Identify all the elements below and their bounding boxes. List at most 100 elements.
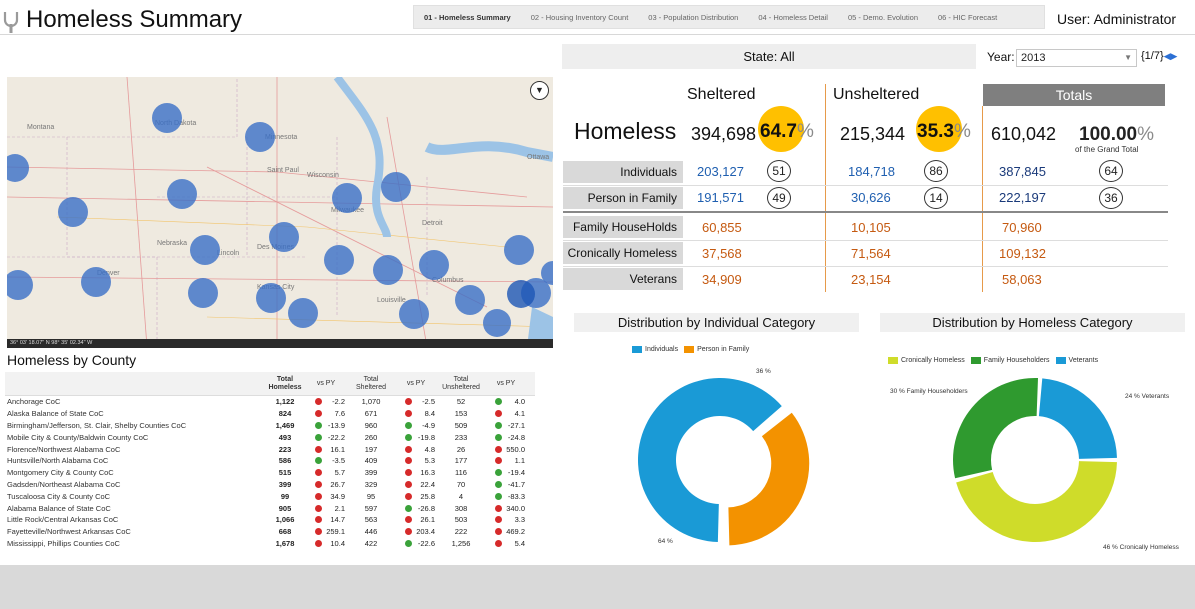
donut-slice-veterants[interactable] [1038, 378, 1117, 459]
table-row[interactable]: Fayetteville/Northwest Arkansas CoC 668 25… [5, 526, 535, 538]
total-unsheltered: 233 [454, 432, 468, 442]
user-label[interactable]: User: Administrator [1057, 11, 1177, 27]
pager[interactable]: {1/7}◀▶ [1141, 50, 1177, 62]
total-unsheltered: 177 [454, 456, 468, 466]
table-row[interactable]: Gadsden/Northeast Alabama CoC 399 26.7 329 2… [5, 479, 535, 491]
map-label-columbus: Columbus [432, 277, 464, 284]
total-sheltered: 409 [364, 456, 378, 466]
header-vs-py-3[interactable]: vs PY [496, 379, 516, 387]
donut-slice-individuals[interactable] [638, 378, 782, 542]
county-table[interactable]: Total Homeless vs PY Total Sheltered vs … [5, 372, 535, 564]
total-unsheltered: 509 [454, 420, 468, 430]
status-dot-icon [315, 516, 322, 524]
map-options-icon[interactable]: ▼ [530, 81, 549, 100]
tab-housing-inventory[interactable]: 02 - Housing Inventory Count [530, 12, 629, 22]
grand-pct: 100.00% [1079, 124, 1155, 145]
chevron-down-icon: ▼ [1124, 53, 1132, 62]
tab-homeless-summary[interactable]: 01 - Homeless Summary [424, 12, 511, 22]
tab-population-distribution[interactable]: 03 - Population Distribution [648, 12, 739, 22]
vs-py-unsheltered: 550.0 [483, 445, 529, 454]
row-divider [563, 185, 1168, 186]
status-dot-icon [495, 504, 502, 512]
total-homeless: 99 [280, 491, 290, 501]
vs-py-sheltered: 203.4 [393, 527, 439, 536]
table-row[interactable]: Tuscaloosa City & County CoC 99 34.9 95 25.8… [5, 490, 535, 502]
map-label-saint-paul: Saint Paul [267, 167, 299, 174]
table-row[interactable]: Mississippi, Phillips Counties CoC 1,678 1… [5, 538, 535, 550]
donut-slice-family-householders[interactable] [953, 378, 1039, 479]
status-dot-icon [495, 410, 502, 418]
vs-py-homeless: -3.5 [303, 456, 349, 465]
county-name: Birmingham/Jefferson, St. Clair, Shelby … [7, 420, 187, 430]
vs-py-homeless: 34.9 [303, 492, 349, 501]
map-label-louisville: Louisville [377, 297, 406, 304]
map-label-montana: Montana [27, 124, 54, 131]
legend-chronically-homeless: Cronically Homeless [901, 357, 965, 364]
total-homeless: 515 [278, 468, 292, 478]
table-row[interactable]: Florence/Northwest Alabama CoC 223 16.1 197… [5, 443, 535, 455]
map-label-denver: Denver [97, 270, 120, 277]
header-vs-py-1[interactable]: vs PY [316, 379, 336, 387]
households-sheltered: 60,855 [702, 220, 742, 235]
status-dot-icon [405, 504, 412, 512]
header-vs-py-2[interactable]: vs PY [406, 379, 426, 387]
status-dot-icon [405, 398, 412, 406]
vs-py-homeless: -13.9 [303, 421, 349, 430]
tab-demo-evolution[interactable]: 05 - Demo. Evolution [847, 12, 918, 22]
status-dot-icon [315, 398, 322, 406]
status-dot-icon [495, 528, 502, 536]
year-select[interactable]: 2013 ▼ [1016, 49, 1137, 67]
table-row[interactable]: Little Rock/Central Arkansas CoC 1,066 14.… [5, 514, 535, 526]
donut-slice-person-in-family[interactable] [728, 412, 810, 546]
total-sheltered: 597 [364, 503, 378, 513]
total-sheltered: 671 [364, 409, 378, 419]
map-label-detroit: Detroit [422, 220, 443, 227]
status-dot-icon [405, 445, 412, 453]
vs-py-sheltered: -26.8 [393, 504, 439, 513]
status-dot-icon [315, 528, 322, 536]
map-label-minnesota: Minnesota [265, 134, 297, 141]
vs-py-unsheltered: 4.0 [483, 397, 529, 406]
county-name: Alaska Balance of State CoC [7, 409, 104, 419]
vs-py-unsheltered: -19.4 [483, 468, 529, 477]
table-row[interactable]: Huntsville/North Alabama CoC 586 -3.5 409 5.… [5, 455, 535, 467]
county-name: Tuscaloosa City & County CoC [7, 491, 111, 501]
table-row[interactable]: Alaska Balance of State CoC 824 7.6 671 8.4 1… [5, 408, 535, 420]
pager-label: {1/7} [1141, 50, 1164, 62]
table-row[interactable]: Montgomery City & County CoC 515 5.7 399 16.… [5, 467, 535, 479]
total-sheltered: 1,070 [361, 397, 381, 407]
vs-py-homeless: 10.4 [303, 539, 349, 548]
header-name [5, 372, 267, 395]
vs-py-sheltered: 8.4 [393, 409, 439, 418]
tab-homeless-detail[interactable]: 04 - Homeless Detail [758, 12, 828, 22]
status-dot-icon [495, 457, 502, 465]
map-coordinates: 36° 03' 18.07" N 98° 35' 02.34" W [7, 339, 553, 348]
donut-slice-cronically-homeless[interactable] [956, 461, 1117, 542]
tab-hic-forecast[interactable]: 06 - HIC Forecast [938, 12, 998, 22]
total-sheltered: 960 [364, 420, 378, 430]
state-filter[interactable]: State: All [562, 44, 976, 69]
total-unsheltered: 308 [454, 503, 468, 513]
status-dot-icon [495, 492, 502, 500]
header-total-homeless[interactable]: Total Homeless [268, 375, 302, 391]
vs-py-homeless: 14.7 [303, 515, 349, 524]
map[interactable]: Montana North Dakota Saint Paul Minnesot… [7, 77, 553, 347]
table-row[interactable]: Anchorage CoC 1,122 -2.2 1,070 -2.5 52 4.0 [5, 396, 535, 408]
total-unsheltered: 153 [454, 409, 468, 419]
donut2-chart[interactable] [935, 360, 1135, 560]
table-row[interactable]: Alabama Balance of State CoC 905 2.1 597 -26… [5, 502, 535, 514]
table-row[interactable]: Mobile City & County/Baldwin County CoC 4… [5, 431, 535, 443]
vs-py-sheltered: -22.6 [393, 539, 439, 548]
family-unsheltered-rank: 14 [924, 187, 948, 209]
legend-family-householders: Family Householders [983, 357, 1050, 364]
vs-py-sheltered: 22.4 [393, 480, 439, 489]
prev-next-arrows-icon[interactable]: ◀▶ [1163, 51, 1178, 61]
status-dot-icon [405, 410, 412, 418]
households-total: 70,960 [1002, 220, 1042, 235]
total-sheltered: 446 [364, 527, 378, 537]
table-row[interactable]: Birmingham/Jefferson, St. Clair, Shelby … [5, 420, 535, 432]
header-total-unsheltered[interactable]: Total Unsheltered [442, 375, 480, 391]
donut1-chart[interactable] [620, 360, 820, 560]
total-unsheltered: 222 [454, 527, 468, 537]
header-total-sheltered[interactable]: Total Sheltered [356, 375, 386, 391]
